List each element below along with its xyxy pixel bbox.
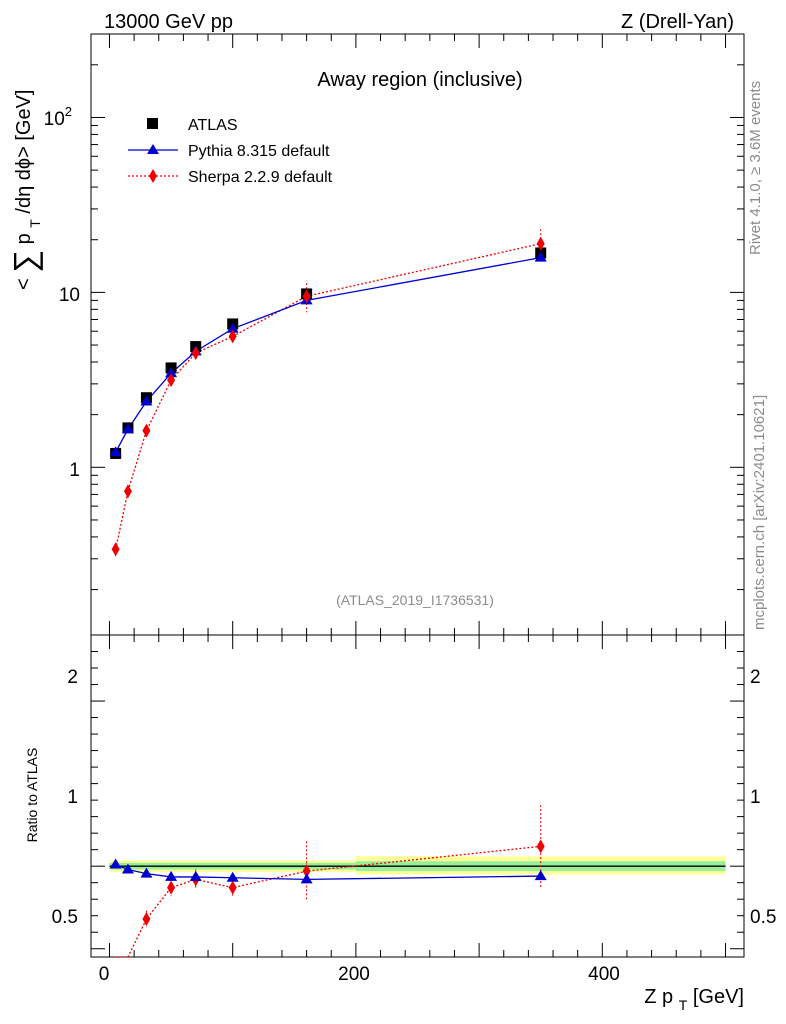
sherpa-point xyxy=(167,373,176,388)
sherpa-point xyxy=(228,329,237,344)
x-tick-label-200: 200 xyxy=(338,964,370,985)
legend-pythia-label: Pythia 8.315 default xyxy=(188,143,330,160)
rivet-label: Rivet 4.1.0, ≥ 3.6M events xyxy=(747,81,764,255)
mcplots-label: mcplots.cern.ch [arXiv:2401.10621] xyxy=(751,395,768,630)
ratio-plot-frame xyxy=(90,634,745,958)
x-tick-label-0: 0 xyxy=(99,964,110,985)
pythia-ratio-point xyxy=(140,867,153,878)
pythia-point xyxy=(121,423,134,434)
process-label: Z (Drell-Yan) xyxy=(621,11,734,33)
sherpa-point xyxy=(111,542,120,557)
ylabel-rest: /dη dϕ> [GeV] xyxy=(13,90,35,214)
chart-title: Away region (inclusive) xyxy=(317,69,522,91)
axis-ticks xyxy=(91,33,744,957)
pythia-point xyxy=(165,367,178,378)
sherpa-ratio-line xyxy=(115,845,541,958)
legend-pythia-marker xyxy=(147,144,159,154)
ratio-tick-label-1-left: 1 xyxy=(67,787,78,808)
xlabel-main: Z p xyxy=(644,986,673,1008)
pythia-ratio-point xyxy=(534,870,547,881)
ylabel-sub: T xyxy=(27,219,43,228)
y-tick-label-100: 102 xyxy=(44,104,72,130)
ratio-tick-label-1-right: 1 xyxy=(750,787,761,808)
y-tick-label-10: 10 xyxy=(59,285,80,306)
legend-atlas-marker xyxy=(147,118,158,129)
sherpa-point xyxy=(302,289,311,304)
legend-sherpa-label: Sherpa 2.2.9 default xyxy=(188,169,333,186)
data-marks xyxy=(109,229,547,958)
ylabel-sum: ∑ xyxy=(7,250,43,273)
analysis-tag: (ATLAS_2019_I1736531) xyxy=(336,592,494,608)
ylabel-open: < xyxy=(13,278,35,290)
pythia-ratio-point xyxy=(189,870,202,881)
pythia-point xyxy=(109,446,122,457)
ratio-y-axis-label: Ratio to ATLAS xyxy=(24,748,40,843)
ratio-tick-label-05-left: 0.5 xyxy=(52,907,78,928)
ratio-tick-label-2-left: 2 xyxy=(67,667,78,688)
pythia-ratio-point xyxy=(300,873,313,884)
sherpa-point xyxy=(536,236,545,251)
legend-atlas-label: ATLAS xyxy=(188,117,238,134)
pythia-line xyxy=(115,256,541,453)
sherpa-ratio-point xyxy=(228,880,237,895)
pythia-ratio-point xyxy=(109,858,122,869)
y-tick-label-1: 1 xyxy=(69,460,80,481)
sherpa-point xyxy=(191,346,200,361)
energy-label: 13000 GeV pp xyxy=(104,11,233,33)
pythia-ratio-point xyxy=(165,870,178,881)
legend-sherpa-marker xyxy=(149,169,157,183)
pythia-ratio-point xyxy=(121,863,134,874)
x-axis-label: Z p T [GeV] xyxy=(644,986,744,1015)
legend: ATLAS Pythia 8.315 default Sherpa 2.2.9 … xyxy=(128,117,333,186)
ylabel-p: p xyxy=(13,233,35,244)
pythia-point xyxy=(534,251,547,262)
pythia-ratio-point xyxy=(226,871,239,882)
sherpa-ratio-point xyxy=(302,864,311,879)
xlabel-sub: T xyxy=(679,997,688,1013)
y-axis-label: < ∑ p T /dη dϕ> [GeV] xyxy=(7,90,45,291)
xlabel-unit: [GeV] xyxy=(693,986,744,1008)
sherpa-ratio-point xyxy=(536,839,545,854)
sherpa-line xyxy=(115,242,541,550)
sherpa-ratio-point xyxy=(167,880,176,895)
ratio-tick-label-05-right: 0.5 xyxy=(750,907,776,928)
x-tick-label-400: 400 xyxy=(588,964,620,985)
sherpa-point xyxy=(123,484,132,499)
sherpa-ratio-point xyxy=(142,912,151,927)
pythia-point xyxy=(226,322,239,333)
pythia-point xyxy=(140,395,153,406)
ratio-tick-label-2-right: 2 xyxy=(750,667,761,688)
sherpa-point xyxy=(142,423,151,438)
